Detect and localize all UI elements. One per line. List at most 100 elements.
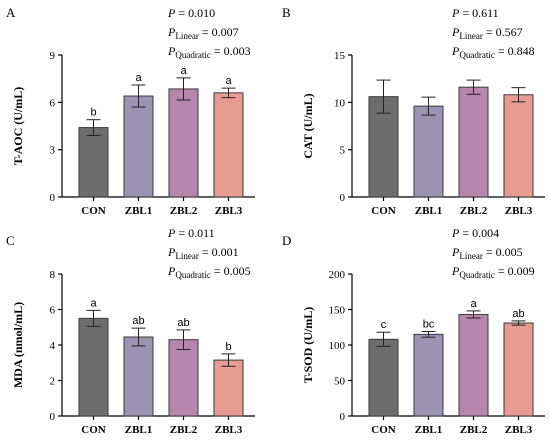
p-symbol: P [451,245,460,259]
x-tick-label: ZBL3 [215,424,243,436]
y-tick-label: 0 [50,411,56,423]
significance-letter: a [180,65,187,77]
p-value-line: PLinear = 0.007 [167,25,239,41]
y-axis-label: CAT (U/mL) [301,93,315,158]
x-tick-label: ZBL1 [415,205,443,217]
significance-letter: ab [512,308,524,320]
p-value: = 0.003 [211,44,251,58]
p-value: = 0.611 [459,6,498,20]
y-tick-label: 10 [334,97,346,109]
x-tick-label: CON [371,424,396,436]
p-subscript: Linear [175,251,198,261]
p-value-line: P = 0.004 [451,226,499,240]
p-symbol: P [451,226,460,240]
y-tick-label: 5 [340,145,346,157]
p-symbol: P [167,245,176,259]
p-value: = 0.005 [483,245,523,259]
y-axis-label: MDA (nmol/mL) [11,302,25,388]
p-symbol: P [167,264,176,278]
p-value-line: P = 0.011 [167,226,215,240]
x-tick-label: ZBL2 [460,205,488,217]
x-tick-label: ZBL2 [460,424,488,436]
y-tick-label: 3 [50,145,56,157]
y-tick-label: 9 [50,50,56,62]
panel-letter: A [6,5,16,20]
significance-letter: ab [177,317,189,329]
p-value: = 0.010 [175,6,215,20]
y-tick-label: 4 [50,340,56,352]
p-symbol: P [167,6,176,20]
panel-letter: B [282,5,291,20]
bar-zbl3 [503,322,534,417]
y-tick-label: 8 [50,269,56,281]
x-tick-label: ZBL3 [215,205,243,217]
y-tick-label: 150 [329,305,346,317]
bar-zbl3 [213,359,244,417]
significance-letter: b [90,107,96,119]
y-axis-label: T-SOD (U/mL) [301,307,315,384]
y-tick-label: 50 [334,376,346,388]
p-symbol: P [451,264,460,278]
p-value: = 0.567 [483,25,523,39]
p-subscript: Quadratic [459,50,494,60]
x-tick-label: CON [81,205,106,217]
p-value-line: PQuadratic = 0.848 [451,44,535,60]
significance-letter: a [135,72,142,84]
panel-letter: D [282,233,291,248]
y-tick-label: 100 [329,340,346,352]
bar-zbl3 [503,94,534,198]
p-value-line: PLinear = 0.001 [167,245,239,261]
x-tick-label: ZBL1 [125,424,153,436]
y-tick-label: 2 [50,376,56,388]
significance-letter: a [470,298,477,310]
y-tick-label: 6 [50,97,56,109]
y-tick-label: 200 [329,269,346,281]
x-tick-label: ZBL1 [415,424,443,436]
p-symbol: P [167,226,176,240]
significance-letter: a [225,75,232,87]
y-axis-label: T-AOC (U/mL) [11,87,25,166]
x-tick-label: ZBL2 [170,424,198,436]
x-tick-label: ZBL3 [505,205,533,217]
p-value: = 0.005 [211,264,251,278]
x-tick-label: ZBL2 [170,205,198,217]
y-tick-label: 0 [340,411,346,423]
p-value: = 0.004 [459,226,499,240]
p-symbol: P [167,44,176,58]
p-value: = 0.011 [175,226,214,240]
chart-panel-a: A P = 0.010 PLinear = 0.007 PQuadratic = 0.… [6,5,255,217]
p-value-line: P = 0.010 [167,6,215,20]
p-subscript: Quadratic [459,270,494,280]
p-value-line: PQuadratic = 0.009 [451,264,535,280]
significance-letter: a [90,297,97,309]
p-symbol: P [167,25,176,39]
p-subscript: Quadratic [175,270,210,280]
p-value-line: P = 0.611 [451,6,499,20]
x-tick-label: CON [81,424,106,436]
p-value-line: PQuadratic = 0.005 [167,264,251,280]
p-symbol: P [451,6,460,20]
bar-con [78,127,109,198]
significance-letter: b [225,341,231,353]
significance-letter: c [381,319,387,331]
panel-letter: C [6,233,15,248]
significance-letter: bc [423,319,435,331]
x-tick-label: CON [371,205,396,217]
bar-zbl2 [458,86,489,198]
x-tick-label: ZBL3 [505,424,533,436]
significance-letter: ab [132,315,144,327]
bar-zbl1 [123,95,154,198]
bar-zbl2 [168,88,199,198]
p-value-line: PQuadratic = 0.003 [167,44,251,60]
bar-con [78,317,109,417]
p-subscript: Linear [175,31,198,41]
bar-zbl1 [413,333,444,417]
y-tick-label: 6 [50,305,56,317]
bar-zbl2 [168,339,199,417]
p-value: = 0.001 [199,245,239,259]
bar-zbl3 [213,92,244,198]
y-tick-label: 0 [340,192,346,204]
x-tick-label: ZBL1 [125,205,153,217]
